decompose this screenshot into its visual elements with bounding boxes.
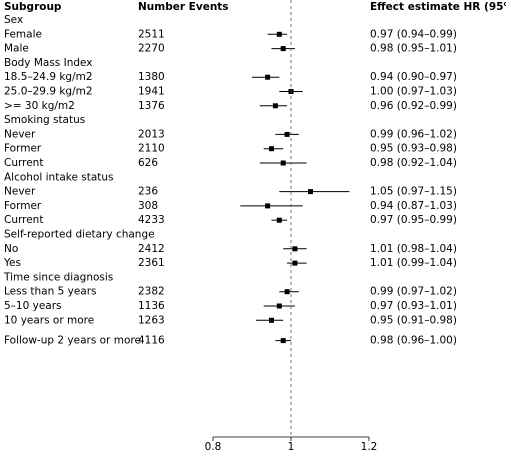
row-label: Female <box>4 28 42 40</box>
estimate-label: 0.97 (0.94–0.99) <box>370 28 457 40</box>
point-estimate <box>269 317 274 323</box>
events: 308 <box>138 200 158 212</box>
row-label: Less than 5 years <box>4 286 97 298</box>
header-estimate: Effect estimate HR (95% CI) <box>370 1 506 13</box>
estimate-label: 0.98 (0.92–1.04) <box>370 157 457 169</box>
events: 2110 <box>138 143 165 155</box>
estimate-label: 0.96 (0.92–0.99) <box>370 100 457 112</box>
row-label: 5–10 years <box>4 300 62 312</box>
row-label: Former <box>4 200 42 212</box>
events: 4233 <box>138 214 165 226</box>
point-estimate <box>308 189 313 195</box>
estimate-label: 1.00 (0.97–1.03) <box>370 86 457 98</box>
estimate-label: 0.99 (0.97–1.02) <box>370 286 457 298</box>
point-estimate <box>284 131 290 137</box>
estimate-label: 0.95 (0.93–0.98) <box>370 143 457 155</box>
events: 1380 <box>138 71 165 83</box>
estimate-label: 0.95 (0.91–0.98) <box>370 314 457 326</box>
point-estimate <box>280 338 286 344</box>
point-estimate <box>280 160 286 166</box>
row-label: Follow-up 2 years or more <box>4 335 141 347</box>
events: 2511 <box>138 28 165 40</box>
point-estimate <box>292 260 298 266</box>
group-label: Body Mass Index <box>4 57 93 69</box>
events: 626 <box>138 157 158 169</box>
row-label: 25.0–29.9 kg/m2 <box>4 86 93 98</box>
row-label: Yes <box>3 257 21 269</box>
point-estimate <box>265 203 271 209</box>
point-estimate <box>284 289 290 295</box>
group-label: Smoking status <box>4 114 85 126</box>
events: 1136 <box>138 300 165 312</box>
estimate-label: 0.99 (0.96–1.02) <box>370 128 457 140</box>
row-label: >= 30 kg/m2 <box>4 100 75 112</box>
point-estimate <box>276 303 282 309</box>
row-label: Never <box>4 128 36 140</box>
row-label: 10 years or more <box>4 314 94 326</box>
events: 1376 <box>138 100 165 112</box>
events: 2270 <box>138 43 165 55</box>
estimate-label: 0.97 (0.95–0.99) <box>370 214 457 226</box>
group-label: Self-reported dietary change <box>4 229 155 241</box>
point-estimate <box>265 74 271 80</box>
group-label: Sex <box>4 14 23 26</box>
row-label: No <box>4 243 18 255</box>
point-estimate <box>272 103 278 109</box>
estimate-label: 1.01 (0.98–1.04) <box>370 243 457 255</box>
point-estimate <box>280 46 286 52</box>
group-label: Time since diagnosis <box>3 271 113 283</box>
x-tick-label: 1 <box>288 441 295 450</box>
events: 1941 <box>138 86 165 98</box>
x-tick-label: 1.2 <box>361 441 378 450</box>
estimate-label: 0.98 (0.95–1.01) <box>370 43 457 55</box>
estimate-label: 1.05 (0.97–1.15) <box>370 186 457 198</box>
estimate-label: 0.94 (0.87–1.03) <box>370 200 457 212</box>
point-estimate <box>276 217 282 223</box>
row-label: Current <box>4 214 43 226</box>
row-label: Never <box>4 186 36 198</box>
point-estimate <box>276 31 282 37</box>
x-tick-label: 0.8 <box>205 441 222 450</box>
point-estimate <box>269 146 274 152</box>
row-label: Male <box>4 43 29 55</box>
events: 2361 <box>138 257 165 269</box>
events: 2382 <box>138 286 165 298</box>
point-estimate <box>292 246 298 252</box>
events: 4116 <box>138 335 165 347</box>
events: 236 <box>138 186 158 198</box>
group-label: Alcohol intake status <box>4 171 114 183</box>
estimate-label: 1.01 (0.99–1.04) <box>370 257 457 269</box>
row-label: Current <box>4 157 43 169</box>
header-events: Number Events <box>138 1 229 13</box>
events: 2013 <box>138 128 165 140</box>
estimate-label: 0.94 (0.90–0.97) <box>370 71 457 83</box>
events: 2412 <box>138 243 165 255</box>
row-label: Former <box>4 143 42 155</box>
row-label: 18.5–24.9 kg/m2 <box>4 71 93 83</box>
estimate-label: 0.98 (0.96–1.00) <box>370 335 457 347</box>
events: 1263 <box>138 314 165 326</box>
header-subgroup: Subgroup <box>4 1 62 13</box>
estimate-label: 0.97 (0.93–1.01) <box>370 300 457 312</box>
